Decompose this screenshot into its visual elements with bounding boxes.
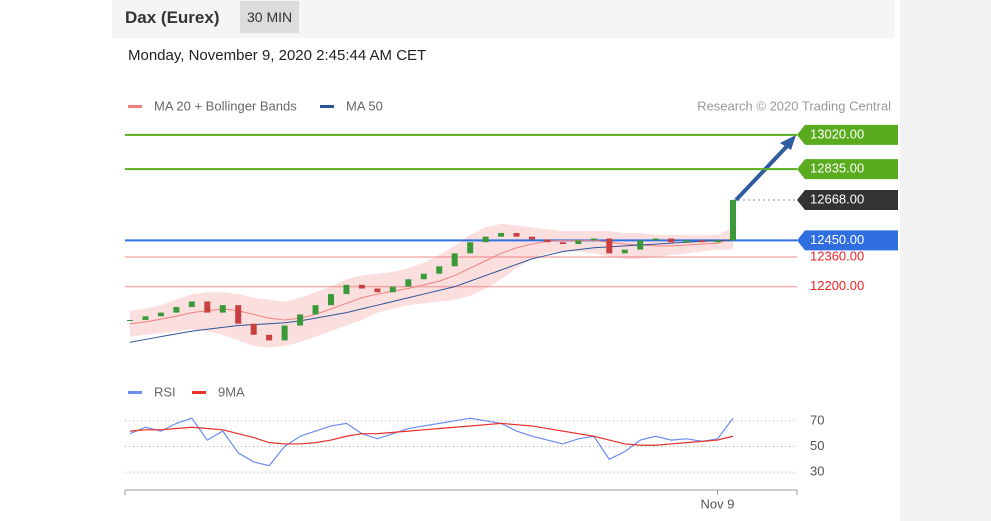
candle (529, 236, 535, 240)
level-tag (797, 230, 898, 251)
candle (358, 284, 365, 289)
level-tag (797, 190, 898, 210)
level-label: 12835.00 (810, 161, 864, 176)
candle (467, 242, 474, 254)
x-tick-label: Nov 9 (701, 496, 735, 511)
level-label: 12450.00 (810, 232, 864, 247)
instrument-title: Dax (Eurex) (125, 8, 220, 27)
candle (482, 236, 489, 243)
level-label: 12668.00 (810, 191, 864, 206)
legend-label: MA 20 + Bollinger Bands (154, 98, 297, 113)
candle (559, 242, 566, 245)
legend-label: RSI (154, 384, 176, 399)
candle (204, 301, 211, 313)
candle (250, 323, 257, 335)
candle (714, 240, 721, 243)
ma-line (129, 239, 734, 343)
y-tick-label: 30 (810, 464, 824, 479)
date: Monday, November 9, 2020 2:45:44 AM CET (128, 47, 427, 64)
ma-line (129, 238, 734, 325)
candle (513, 232, 520, 237)
legend-swatch (320, 105, 334, 108)
candle (266, 334, 273, 341)
candle (451, 253, 458, 267)
candle (420, 273, 427, 280)
candle (652, 238, 659, 241)
side-panel (900, 0, 991, 521)
candle (219, 305, 226, 313)
level-label: 13020.00 (810, 126, 864, 141)
candle (173, 307, 180, 313)
credit: Research © 2020 Trading Central (697, 98, 891, 113)
candle (389, 286, 396, 293)
legend-label: 9MA (218, 384, 245, 399)
level-label: 12360.00 (810, 248, 864, 263)
legend-label: MA 50 (346, 98, 383, 113)
candle (281, 325, 288, 341)
candle (157, 312, 164, 317)
candle (621, 249, 628, 254)
legend-swatch (128, 391, 142, 394)
y-tick-label: 70 (810, 412, 824, 427)
level-label: 12200.00 (810, 278, 864, 293)
candle (699, 240, 706, 243)
forecast-arrow (734, 141, 792, 202)
candle (297, 314, 304, 326)
timeframe-button[interactable]: 30 MIN (240, 1, 300, 33)
candle (436, 266, 443, 274)
candle (405, 279, 412, 287)
candle (606, 238, 613, 254)
legend-swatch (128, 105, 142, 108)
candle (374, 288, 381, 293)
candle (683, 240, 690, 243)
candle (328, 294, 334, 306)
bollinger-band (130, 223, 733, 348)
candle (343, 284, 350, 295)
candle (637, 240, 644, 250)
y-tick-label: 50 (810, 438, 824, 453)
candle (575, 240, 582, 245)
candle (544, 239, 551, 243)
level-tag (797, 159, 898, 180)
forecast-arrowhead (780, 135, 796, 150)
header: Dax (Eurex) 30 MIN (112, 0, 895, 38)
candle (668, 238, 675, 243)
candle (730, 200, 736, 241)
candle (127, 320, 133, 321)
candle (188, 301, 195, 308)
level-tag (797, 124, 898, 145)
candle (235, 305, 242, 324)
candle (498, 232, 505, 237)
candle (590, 238, 597, 241)
legend-swatch (192, 391, 206, 394)
candle (142, 316, 149, 320)
candle (312, 305, 319, 315)
rsi-line (129, 417, 734, 467)
rsi-line (129, 422, 734, 446)
